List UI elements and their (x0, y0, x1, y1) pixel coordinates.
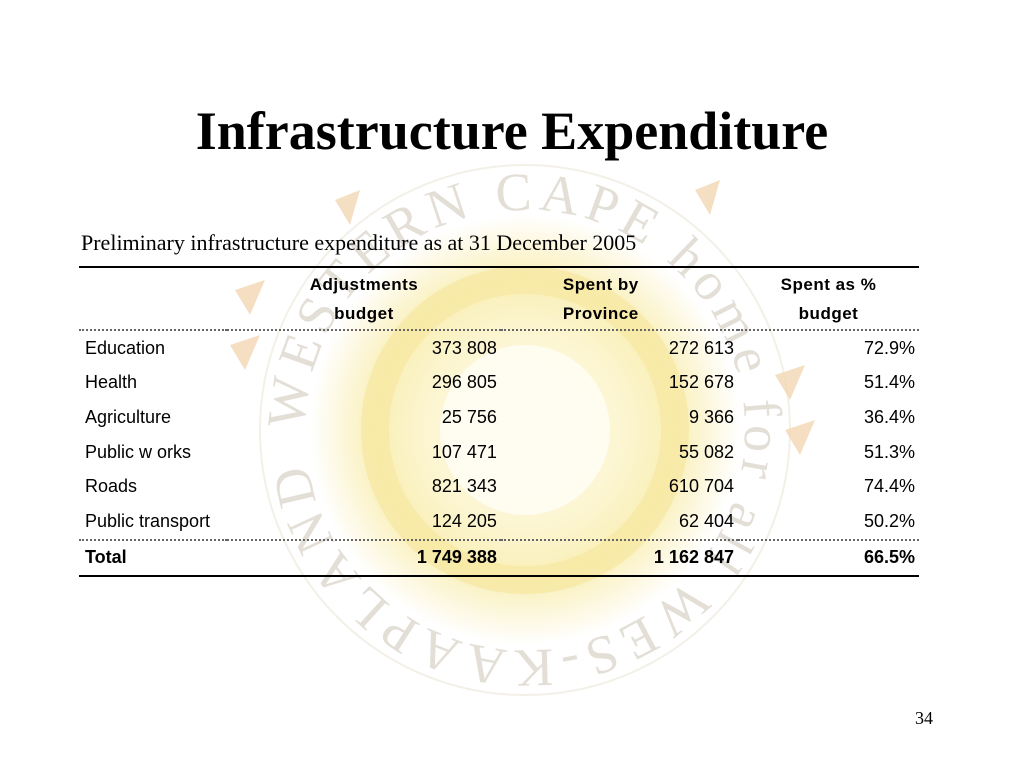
table-row: Health 296 805 152 678 51.4% (79, 366, 919, 401)
row-budget: 373 808 (431, 337, 497, 358)
row-budget: 107 471 (431, 441, 497, 462)
row-name: Health (85, 372, 138, 393)
row-pct: 72.9% (863, 337, 915, 358)
row-budget: 124 205 (431, 510, 497, 531)
slide-title: Infrastructure Expenditure (195, 101, 829, 161)
page-number: 34 (915, 708, 933, 728)
total-budget: 1 749 388 (416, 547, 497, 568)
row-spent: 62 404 (678, 510, 734, 531)
table-total-row: Total 1 749 388 1 162 847 66.5% (79, 539, 919, 577)
row-budget: 25 756 (441, 406, 497, 427)
row-name: Public w orks (85, 441, 192, 462)
row-pct: 36.4% (863, 406, 915, 427)
total-label: Total (85, 547, 127, 568)
header-adjustments-budget-line1: Adjustments (309, 275, 419, 294)
header-blank (79, 299, 227, 330)
row-budget: 821 343 (431, 476, 497, 497)
total-pct: 66.5% (863, 547, 915, 568)
row-spent: 152 678 (668, 372, 734, 393)
header-spent-pct-line1: Spent as % (780, 275, 877, 294)
table-row: Agriculture 25 756 9 366 36.4% (79, 400, 919, 435)
header-blank (79, 267, 227, 299)
header-adjustments-budget-line2: budget (334, 304, 394, 323)
header-spent-by-province-line2: Province (562, 304, 639, 323)
expenditure-table: Adjustments Spent by Spent as % budget P… (79, 266, 919, 577)
row-pct: 74.4% (863, 476, 915, 497)
row-pct: 50.2% (863, 510, 915, 531)
table-row: Public w orks 107 471 55 082 51.3% (79, 435, 919, 470)
table-row: Roads 821 343 610 704 74.4% (79, 469, 919, 504)
header-spent-by-province-line1: Spent by (562, 275, 639, 294)
table-row: Education 373 808 272 613 72.9% (79, 330, 919, 366)
total-spent: 1 162 847 (653, 547, 734, 568)
header-spent-pct-line2: budget (798, 304, 859, 323)
row-pct: 51.3% (863, 441, 915, 462)
row-spent: 610 704 (668, 476, 734, 497)
row-name: Public transport (85, 510, 211, 531)
slide-subtitle: Preliminary infrastructure expenditure a… (81, 230, 637, 255)
row-spent: 272 613 (668, 337, 734, 358)
row-name: Agriculture (85, 406, 172, 427)
row-pct: 51.4% (863, 372, 915, 393)
row-spent: 55 082 (678, 441, 734, 462)
western-cape-logo-watermark: WESTERN CAPE home for all WES-KAAPLAND t… (215, 130, 815, 699)
table-header-row: budget Province budget (79, 299, 919, 330)
row-spent: 9 366 (688, 406, 734, 427)
table-row: Public transport 124 205 62 404 50.2% (79, 504, 919, 540)
row-budget: 296 805 (431, 372, 497, 393)
row-name: Roads (85, 476, 138, 497)
table-header-row: Adjustments Spent by Spent as % (79, 267, 919, 299)
row-name: Education (85, 337, 166, 358)
